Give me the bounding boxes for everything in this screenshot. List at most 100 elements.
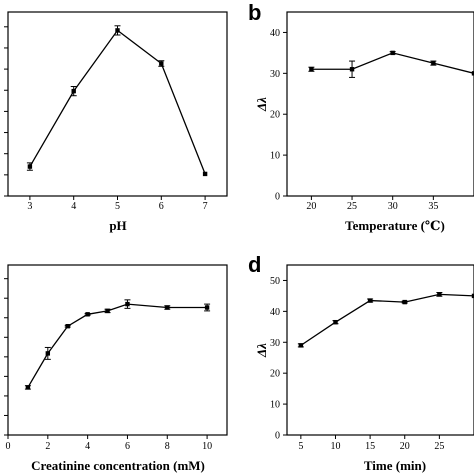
data-point — [471, 71, 474, 76]
x-tick: 10 — [202, 435, 212, 452]
x-tick: 20 — [306, 196, 316, 212]
plot-frame — [7, 11, 228, 197]
panel-a: 3 4 5 6 7 pH — [4, 11, 228, 233]
data-point — [402, 299, 407, 305]
y-tick-label: 20 — [270, 369, 280, 380]
x-tick: 4 — [85, 435, 90, 452]
y-tick-label: 10 — [270, 400, 280, 411]
x-tick-label: 4 — [71, 201, 76, 212]
y-tick: 20 — [270, 369, 287, 380]
x-tick-label: 4 — [85, 441, 90, 452]
y-axis-label: Δλ — [254, 97, 269, 112]
panel-c: 0 2 4 6 8 10 Creatinine concentration (mM) — [4, 264, 228, 473]
panel-d: 5 10 15 20 25 0 10 20 30 40 50 Time (min) Δλ d — [248, 252, 474, 473]
y-tick-label: 40 — [270, 307, 280, 318]
y-tick: 10 — [270, 400, 287, 411]
data-point — [45, 351, 51, 356]
y-tick: 0 — [275, 192, 287, 203]
data-point — [298, 343, 304, 348]
data-point — [309, 67, 314, 72]
x-tick: 6 — [159, 196, 164, 212]
x-tick-label: 2 — [45, 441, 50, 452]
x-tick-label: 20 — [400, 441, 410, 452]
y-tick: 10 — [270, 151, 287, 162]
x-tick: 25 — [347, 196, 357, 212]
y-tick-label: 30 — [270, 338, 280, 349]
x-axis-label: Temperature (℃) — [345, 218, 445, 233]
y-tick: 20 — [270, 110, 287, 121]
data-point — [202, 171, 208, 177]
x-tick: 20 — [400, 435, 410, 452]
x-tick-label: 6 — [125, 441, 130, 452]
data-point — [165, 305, 170, 310]
x-tick-label: 25 — [434, 441, 444, 452]
x-tick-label: 10 — [330, 441, 340, 452]
series-line — [311, 52, 474, 74]
x-tick-label: 10 — [202, 441, 212, 452]
data-point — [390, 50, 395, 56]
data-point — [25, 385, 31, 390]
x-tick-label: 3 — [27, 201, 32, 212]
x-tick: 7 — [203, 196, 208, 212]
series — [297, 292, 474, 348]
y-tick-label: 50 — [270, 276, 280, 287]
panel-b: 20 25 30 35 0 10 20 30 40 Temperature (℃) Δλ b — [248, 0, 474, 233]
x-tick: 2 — [45, 435, 50, 452]
data-point — [333, 319, 338, 325]
y-tick: 30 — [270, 338, 287, 349]
series — [308, 50, 474, 78]
data-point — [115, 28, 120, 33]
data-point — [159, 61, 164, 66]
x-tick-label: 25 — [347, 201, 357, 212]
x-tick-label: 5 — [115, 201, 120, 212]
y-tick-label: 20 — [270, 110, 280, 121]
x-tick-label: 15 — [365, 441, 375, 452]
y-axis-label: Δλ — [254, 343, 269, 358]
data-point — [367, 298, 373, 303]
y-tick: 0 — [275, 431, 287, 442]
x-tick-label: 20 — [306, 201, 316, 212]
y-tick-label: 0 — [275, 431, 280, 442]
panel-letter: d — [248, 252, 261, 277]
x-tick: 5 — [298, 435, 303, 452]
y-tick: 30 — [270, 69, 287, 80]
x-tick-label: 30 — [388, 201, 398, 212]
y-tick-label: 10 — [270, 151, 280, 162]
data-point — [349, 67, 355, 72]
data-point — [71, 88, 76, 94]
x-tick: 4 — [71, 196, 76, 212]
x-tick-label: 8 — [165, 441, 170, 452]
y-tick: 40 — [270, 307, 287, 318]
x-tick-label: 6 — [159, 201, 164, 212]
data-point — [85, 312, 90, 317]
series — [26, 25, 208, 177]
x-tick: 3 — [27, 196, 32, 212]
y-tick-label: 30 — [270, 69, 280, 80]
x-tick-label: 7 — [203, 201, 208, 212]
plot-frame — [286, 11, 474, 197]
data-point — [65, 324, 70, 329]
data-point — [204, 305, 210, 310]
data-point — [125, 301, 130, 307]
x-tick: 25 — [434, 435, 444, 452]
data-point — [437, 292, 442, 297]
x-axis-label: pH — [109, 218, 126, 233]
data-point — [105, 308, 110, 314]
y-tick: 50 — [270, 276, 287, 287]
series-line — [29, 29, 206, 175]
x-tick-label: 5 — [298, 441, 303, 452]
x-axis-label: Time (min) — [364, 458, 426, 473]
data-point — [27, 164, 33, 169]
x-tick: 30 — [388, 196, 398, 212]
x-tick: 35 — [428, 196, 438, 212]
plot-frame — [7, 264, 228, 436]
series-line — [27, 303, 208, 388]
data-point — [431, 60, 436, 66]
x-tick: 8 — [165, 435, 170, 452]
series — [24, 299, 211, 390]
y-tick-label: 0 — [275, 192, 280, 203]
series-line — [300, 293, 474, 346]
x-axis-label: Creatinine concentration (mM) — [31, 458, 205, 473]
y-tick: 40 — [270, 28, 287, 39]
x-tick: 0 — [6, 435, 11, 452]
